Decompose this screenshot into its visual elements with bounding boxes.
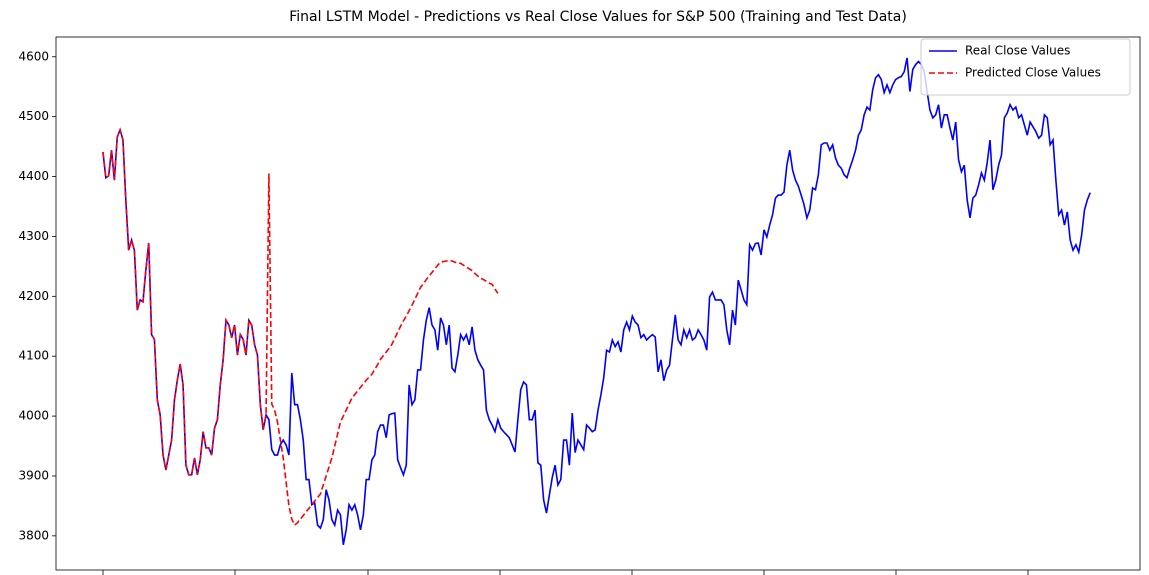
legend-box (920, 38, 1131, 96)
y-tick-label: 3800 (18, 528, 49, 542)
legend-label: Predicted Close Values (965, 66, 1101, 80)
line-series (102, 127, 499, 527)
legend: Real Close Values Predicted Close Values (920, 38, 1131, 96)
y-tick-label: 4500 (18, 109, 49, 123)
y-tick-label: 3900 (18, 468, 49, 482)
chart-title: Final LSTM Model - Predictions vs Real C… (289, 9, 907, 25)
legend-label: Real Close Values (965, 44, 1070, 58)
y-tick-label: 4400 (18, 169, 49, 183)
y-tick-label: 4600 (18, 49, 49, 63)
plot-frame (55, 36, 1141, 571)
y-tick-label: 4200 (18, 289, 49, 303)
y-tick-label: 4000 (18, 409, 49, 423)
y-tick-label: 4300 (18, 229, 49, 243)
x-ticks (102, 570, 1029, 575)
y-tick-label: 4100 (18, 349, 49, 363)
